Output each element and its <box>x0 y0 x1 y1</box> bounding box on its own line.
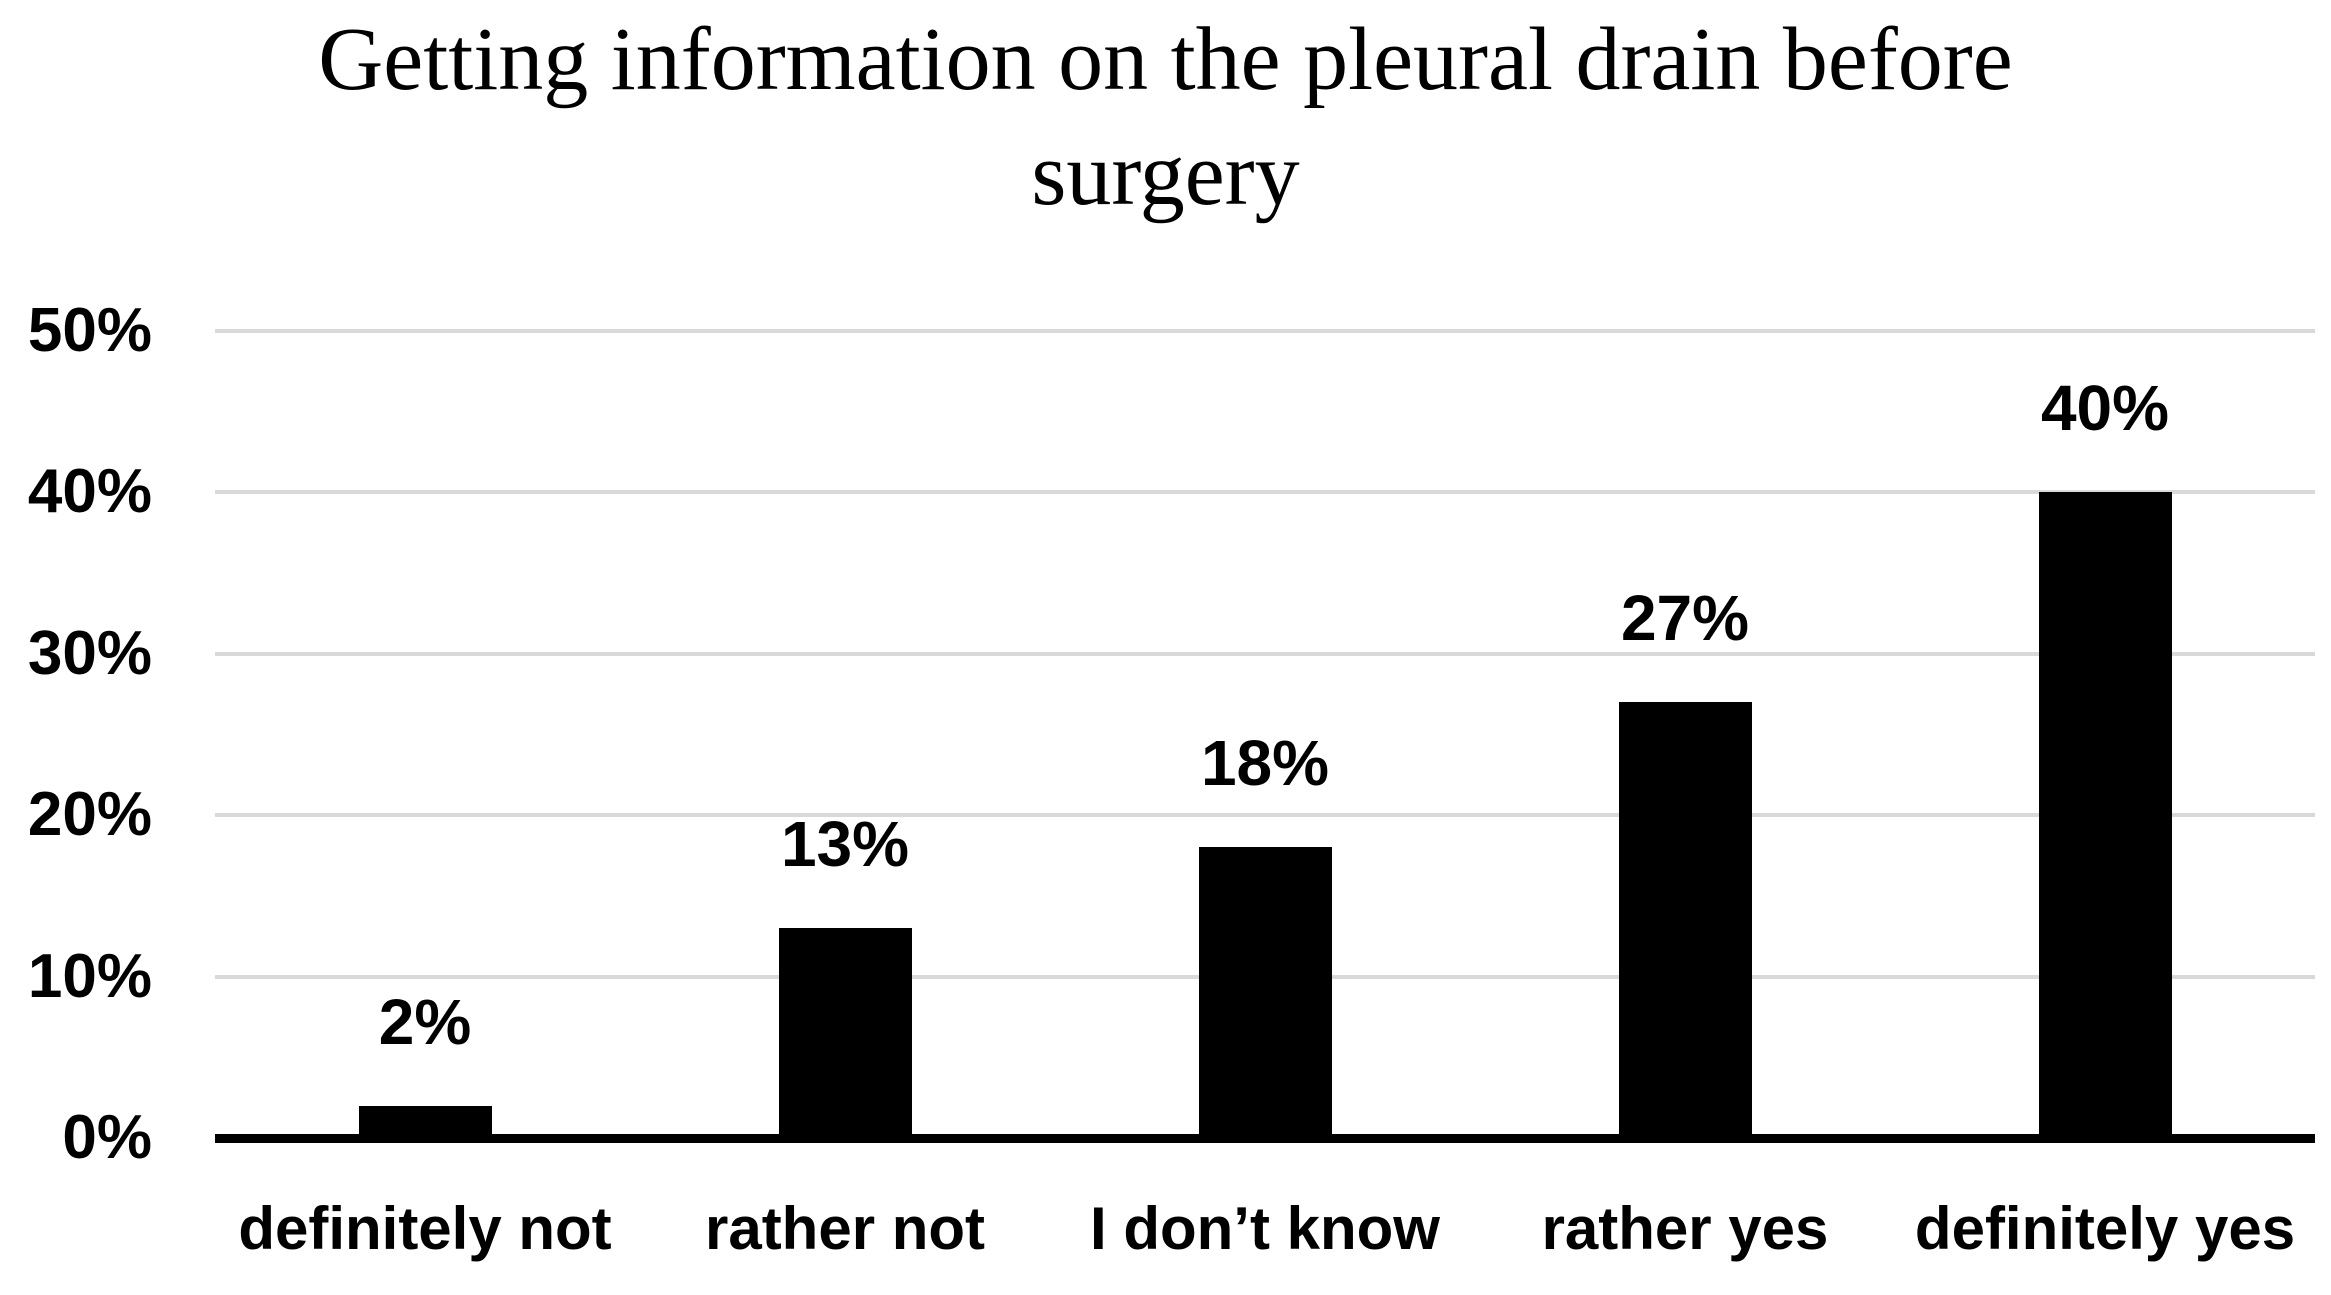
bar-i-don-t-know <box>1198 847 1332 1138</box>
gridline-20 <box>215 813 2315 818</box>
value-label-i-don-t-know: 18% <box>1200 727 1330 800</box>
chart-title-line-1: Getting information on the pleural drain… <box>318 10 2013 109</box>
y-tick-label-40: 40% <box>27 457 152 527</box>
category-label-i-don-t-know: I don’t know <box>1090 1195 1440 1262</box>
gridline-30 <box>215 651 2315 656</box>
value-label-definitely-not: 2% <box>378 985 472 1058</box>
value-label-rather-yes: 27% <box>1620 582 1750 655</box>
gridline-50 <box>215 329 2315 333</box>
bar-rather-not <box>778 928 912 1138</box>
y-tick-label-30: 30% <box>27 618 152 688</box>
y-tick-label-0: 0% <box>62 1103 152 1172</box>
y-tick-label-10: 10% <box>27 941 152 1011</box>
bar-definitely-yes <box>2038 492 2172 1138</box>
y-tick-label-50: 50% <box>27 296 152 365</box>
x-axis-line <box>215 1134 2315 1143</box>
value-label-rather-not: 13% <box>780 808 910 881</box>
category-label-definitely-not: definitely not <box>238 1195 612 1262</box>
gridline-40 <box>215 490 2315 495</box>
category-label-rather-yes: rather yes <box>1541 1195 1829 1262</box>
y-tick-label-20: 20% <box>27 780 152 850</box>
bar-definitely-not <box>358 1105 492 1138</box>
value-label-definitely-yes: 40% <box>2040 372 2170 445</box>
chart-title: Getting information on the pleural drain… <box>0 2 2331 232</box>
category-label-definitely-yes: definitely yes <box>1914 1195 2296 1262</box>
category-label-rather-not: rather not <box>704 1195 986 1262</box>
bar-rather-yes <box>1618 702 1752 1138</box>
chart-title-line-2: surgery <box>1031 125 1300 224</box>
